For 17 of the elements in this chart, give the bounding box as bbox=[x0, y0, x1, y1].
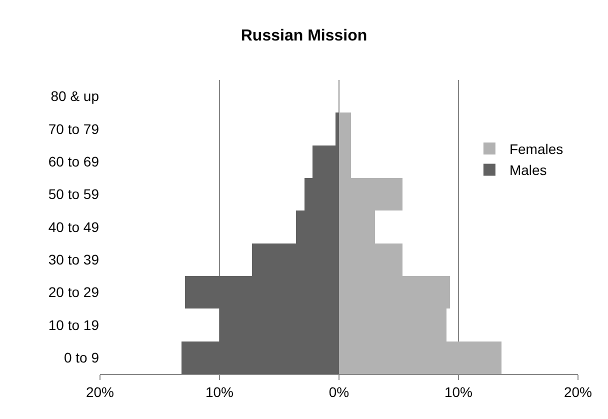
y-tick-label: 50 to 59 bbox=[48, 186, 100, 202]
y-tick-label: 80 & up bbox=[50, 88, 100, 104]
chart-title: Russian Mission bbox=[240, 28, 368, 45]
y-tick-label: 0 to 9 bbox=[64, 350, 100, 366]
x-tick-label: 10% bbox=[205, 384, 234, 400]
legend-label: Females bbox=[509, 140, 564, 157]
y-tick-label: 40 to 49 bbox=[48, 218, 100, 235]
y-tick-label: 70 to 79 bbox=[48, 120, 100, 137]
x-tick-label: 20% bbox=[86, 384, 114, 400]
y-tick-label: 10 to 19 bbox=[48, 316, 100, 333]
x-tick-label: 20% bbox=[564, 384, 592, 400]
y-tick-label: 60 to 69 bbox=[48, 154, 100, 170]
y-tick-label: 30 to 39 bbox=[48, 252, 100, 268]
legend-label: Males bbox=[509, 162, 547, 178]
x-tick-label: 10% bbox=[444, 384, 473, 400]
x-tick-label: 0% bbox=[328, 384, 350, 400]
y-tick-label: 20 to 29 bbox=[48, 284, 100, 300]
